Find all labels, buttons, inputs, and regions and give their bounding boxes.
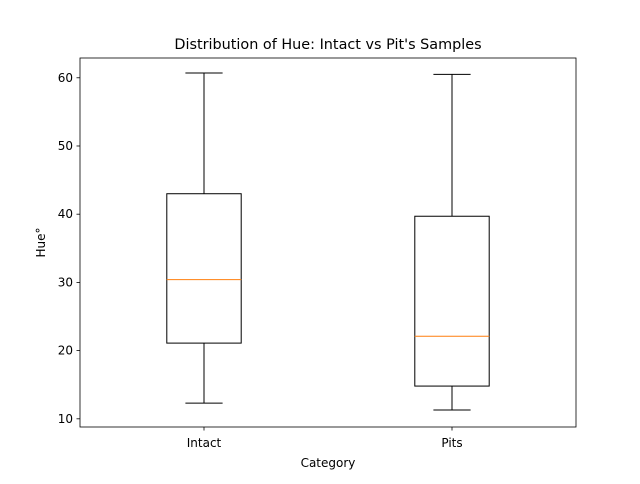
x-axis: Intact Pits: [187, 427, 463, 450]
box-pits: [414, 73, 490, 411]
chart-title: Distribution of Hue: Intact vs Pit's Sam…: [174, 37, 481, 53]
plot-area: [166, 72, 490, 411]
x-tick-label: Pits: [441, 436, 462, 450]
iqr-box: [414, 215, 490, 387]
y-tick-label: 60: [58, 71, 73, 85]
y-tick-label: 10: [58, 412, 73, 426]
iqr-box: [166, 193, 242, 344]
y-axis-label: Hue°: [34, 227, 48, 257]
x-axis-label: Category: [301, 456, 356, 470]
y-tick-label: 20: [58, 344, 73, 358]
y-tick-label: 50: [58, 139, 73, 153]
box-intact: [166, 72, 242, 404]
x-tick-label: Intact: [187, 436, 222, 450]
axes-frame: [79, 57, 577, 428]
y-axis: 10 20 30 40 50 60: [58, 71, 80, 426]
y-tick-label: 30: [58, 275, 73, 289]
y-tick-label: 40: [58, 207, 73, 221]
